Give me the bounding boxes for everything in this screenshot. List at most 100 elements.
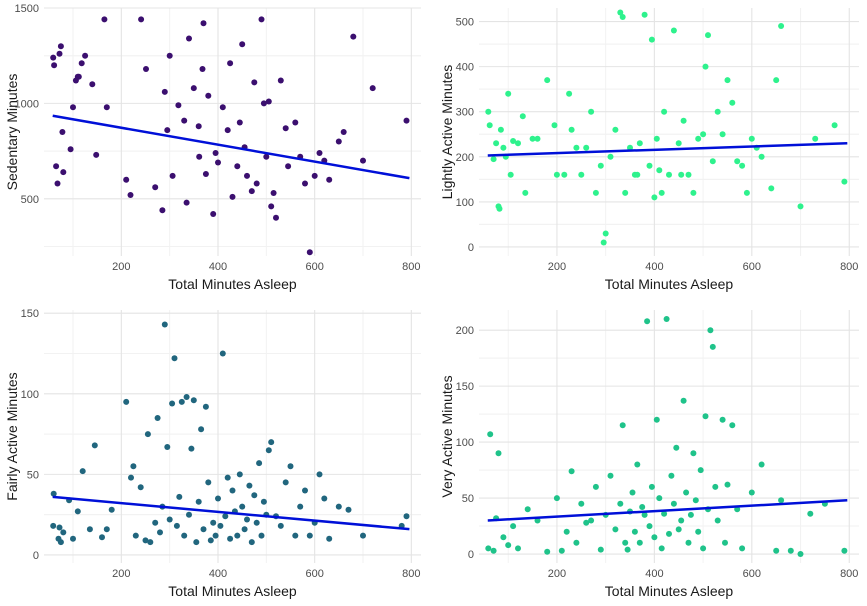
scatter-point xyxy=(485,108,492,115)
scatter-point xyxy=(561,171,568,178)
scatter-point xyxy=(222,513,229,520)
scatter-point xyxy=(91,442,98,449)
scatter-point xyxy=(258,16,265,23)
scatter-point xyxy=(103,104,110,111)
scatter-point xyxy=(161,321,168,328)
scatter-point xyxy=(56,50,63,57)
scatter-point xyxy=(495,450,502,457)
scatter-point xyxy=(651,194,658,201)
x-tick-label: 600 xyxy=(305,568,323,580)
scatter-point xyxy=(202,403,209,410)
scatter-point xyxy=(282,125,289,132)
scatter-point xyxy=(157,529,163,536)
scatter-point xyxy=(244,516,250,523)
scatter-point xyxy=(712,483,719,490)
scatter-point xyxy=(807,510,814,517)
scatter-point xyxy=(82,52,89,59)
scatter-point xyxy=(195,498,202,505)
scatter-point xyxy=(497,126,504,133)
scatter-point xyxy=(661,108,668,115)
x-tick-label: 200 xyxy=(112,568,130,580)
scatter-point xyxy=(210,519,217,526)
scatter-point xyxy=(683,489,690,496)
y-tick-label: 400 xyxy=(456,62,474,74)
scatter-point xyxy=(159,207,166,214)
scatter-point xyxy=(675,526,682,533)
scatter-point xyxy=(78,60,85,67)
y-tick-label: 100 xyxy=(456,197,474,209)
scatter-point xyxy=(326,176,333,183)
scatter-point xyxy=(656,167,663,174)
scatter-point xyxy=(244,172,250,179)
x-tick-label: 200 xyxy=(112,261,130,273)
scatter-point xyxy=(273,214,279,221)
scatter-point xyxy=(487,431,494,438)
trend-line xyxy=(52,114,410,180)
scatter-point xyxy=(778,23,785,29)
scatter-point xyxy=(236,119,243,126)
scatter-point xyxy=(522,189,529,196)
scatter-point xyxy=(302,487,308,494)
y-tick-label: 50 xyxy=(462,493,474,505)
scatter-point xyxy=(268,439,275,446)
scatter-point xyxy=(680,397,687,404)
scatter-point xyxy=(636,140,643,147)
scatter-point xyxy=(631,528,638,535)
scatter-point xyxy=(246,482,253,489)
scatter-point xyxy=(558,547,565,554)
scatter-point xyxy=(340,129,347,135)
scatter-point xyxy=(200,20,207,27)
scatter-point xyxy=(123,176,130,183)
scatter-point xyxy=(651,534,658,541)
scatter-point xyxy=(670,500,677,507)
scatter-point xyxy=(617,500,624,507)
scatter-point xyxy=(369,85,376,92)
scatter-point xyxy=(624,546,631,553)
scatter-point xyxy=(54,180,61,187)
scatter-point xyxy=(198,426,205,433)
scatter-point xyxy=(734,158,741,165)
scatter-point xyxy=(188,445,195,452)
scatter-point xyxy=(166,52,173,59)
scatter-point xyxy=(67,146,74,153)
scatter-point xyxy=(239,41,246,48)
x-tick-labels: 200 400 600 800 xyxy=(548,261,859,273)
scatter-point xyxy=(335,138,342,145)
scatter-point xyxy=(490,547,497,554)
scatter-point xyxy=(619,422,626,429)
scatter-point xyxy=(496,205,503,212)
scatter-point xyxy=(224,474,231,481)
scatter-point xyxy=(524,506,531,513)
scatter-point xyxy=(152,519,159,526)
scatter-point xyxy=(128,474,134,481)
scatter-point xyxy=(130,463,137,470)
scatter-point xyxy=(553,495,560,502)
scatter-point xyxy=(729,99,736,106)
x-axis-title: Total Minutes Asleep xyxy=(605,583,734,599)
scatter-point xyxy=(690,450,697,457)
scatter-point xyxy=(311,172,318,179)
scatter-point xyxy=(57,539,64,546)
scatter-point xyxy=(656,495,663,502)
scatter-point xyxy=(200,526,207,533)
scatter-point xyxy=(841,547,848,554)
scatter-point xyxy=(551,122,558,129)
scatter-point xyxy=(74,508,81,515)
y-tick-label: 500 xyxy=(456,17,474,29)
y-tick-label: 150 xyxy=(21,308,39,320)
scatter-point xyxy=(709,343,716,350)
scatter-point xyxy=(653,135,660,142)
scatter-point xyxy=(178,398,185,405)
scatter-point xyxy=(253,519,260,526)
scatter-point xyxy=(778,497,785,504)
scatter-points xyxy=(50,16,410,256)
scatter-point xyxy=(563,528,570,535)
scatter-point xyxy=(53,163,60,170)
scatter-point xyxy=(108,506,115,513)
scatter-point xyxy=(268,203,275,210)
x-tick-label: 600 xyxy=(305,261,323,273)
scatter-point xyxy=(748,489,755,496)
scatter-point xyxy=(700,545,707,552)
y-tick-labels: 500 1000 1500 xyxy=(15,3,39,206)
scatter-point xyxy=(147,539,154,546)
